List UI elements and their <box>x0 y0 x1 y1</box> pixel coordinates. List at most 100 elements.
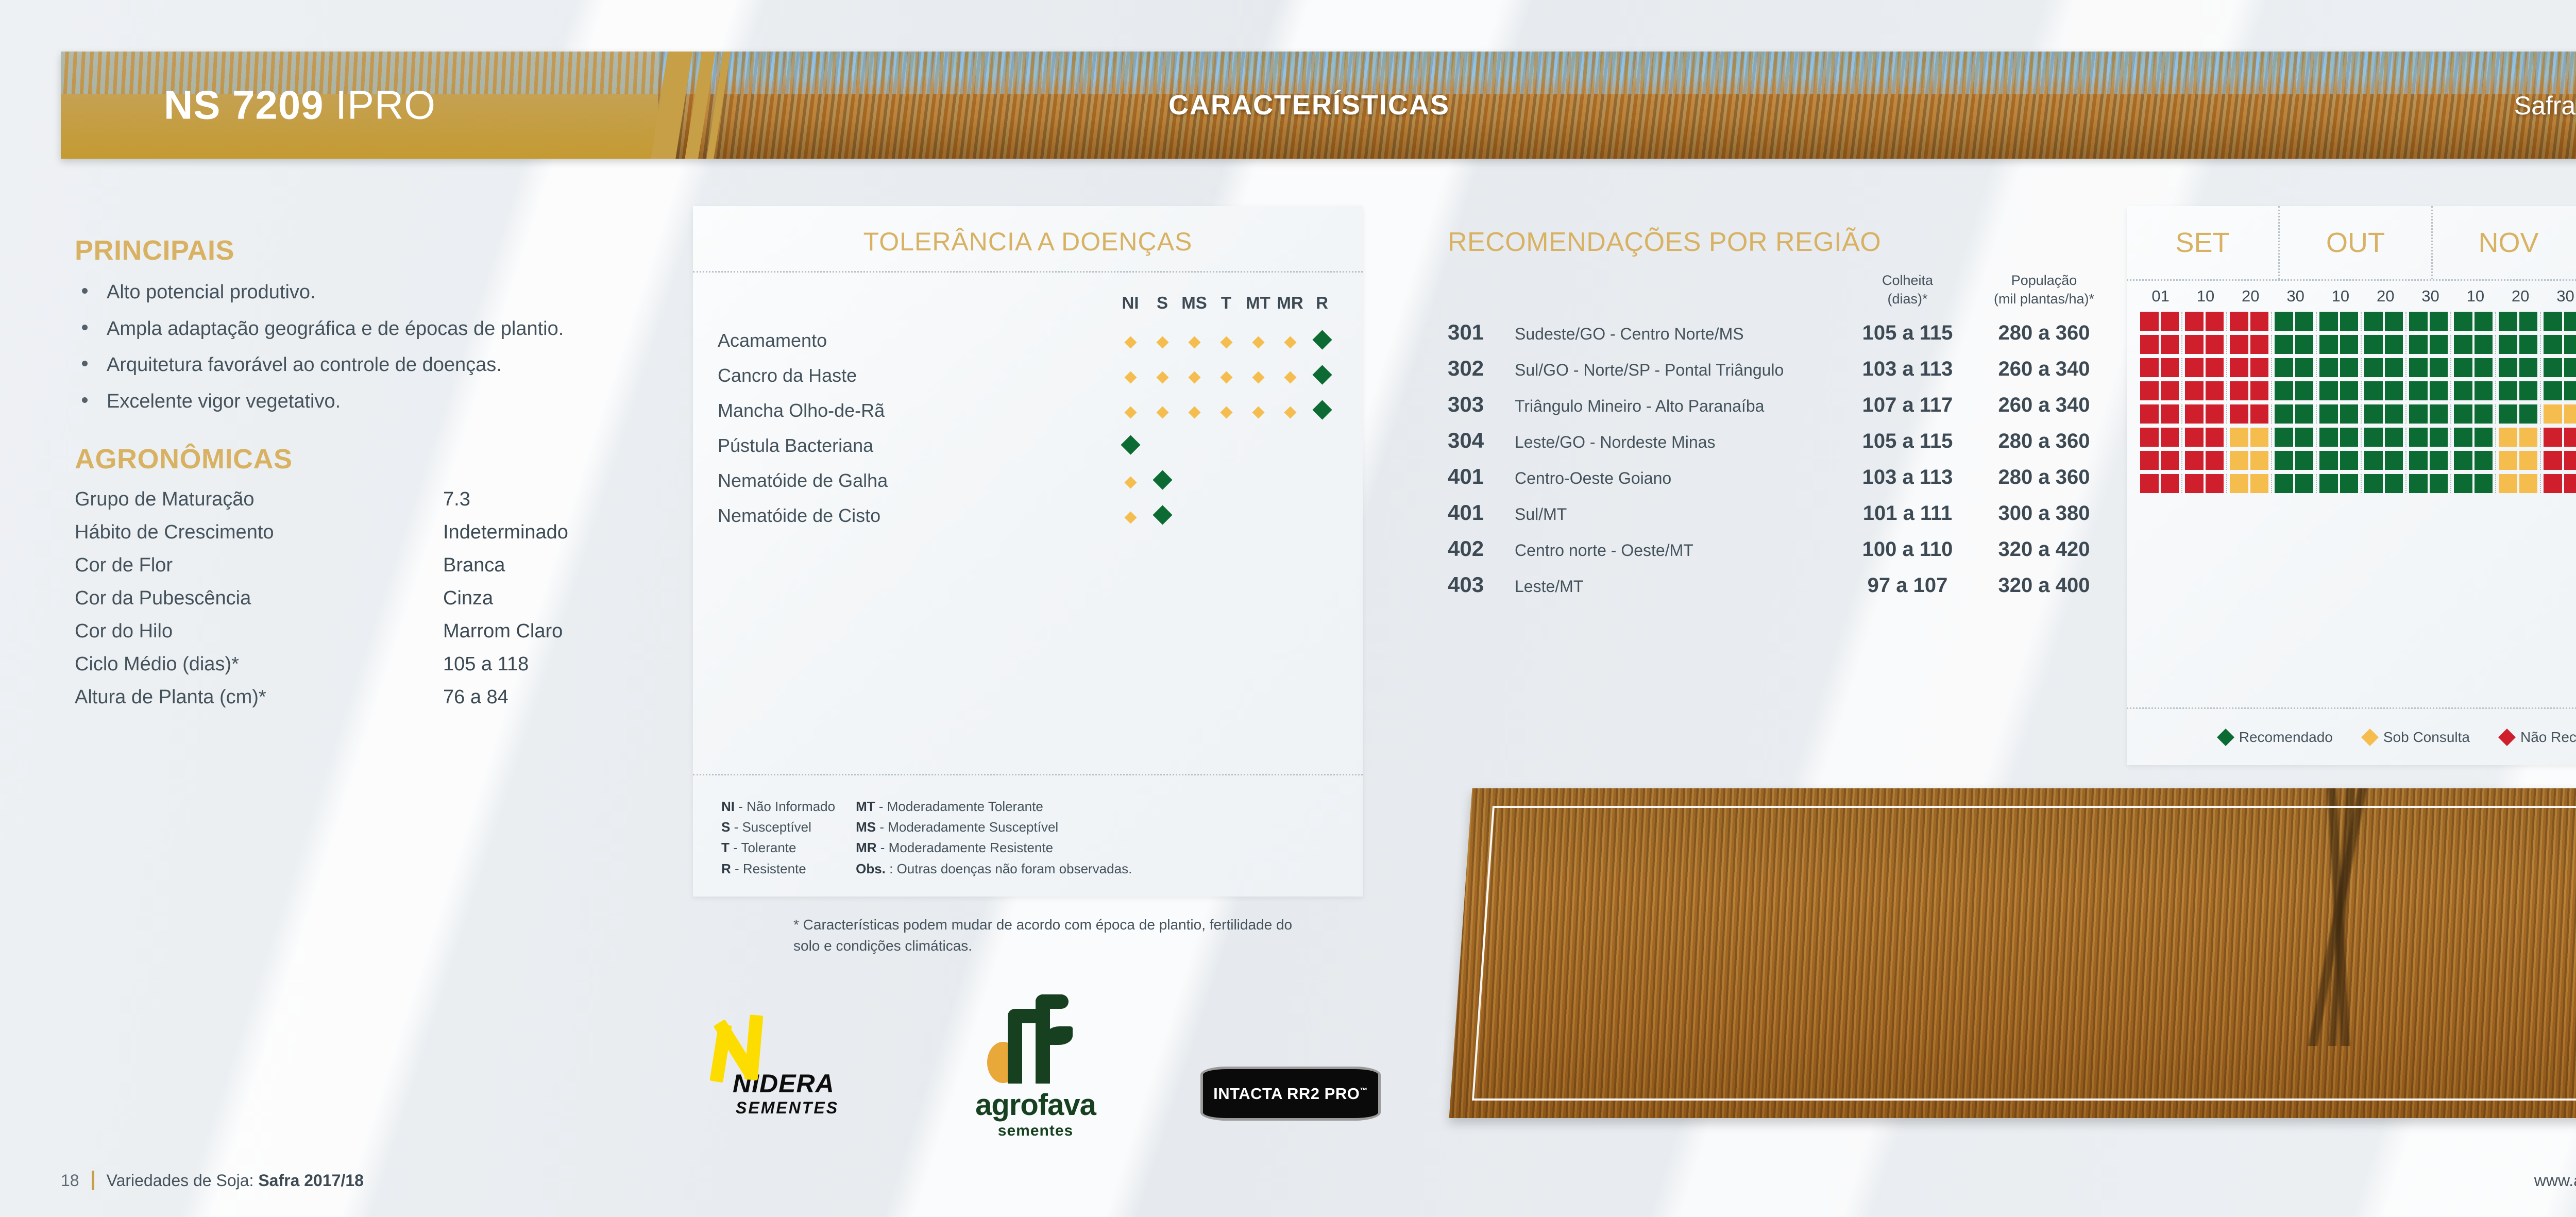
calendar-cell <box>2319 428 2338 447</box>
calendar-legend-label: Sob Consulta <box>2383 729 2470 745</box>
tolerance-cell <box>1306 358 1338 393</box>
tolerance-cell <box>1114 463 1146 498</box>
agrofava-mark-icon <box>984 994 1087 1085</box>
calendar-cell-pair <box>2140 358 2182 377</box>
agronomicas-section: AGRONÔMICAS Grupo de Maturação 7.3 Hábit… <box>75 443 662 708</box>
calendar-cell-pair <box>2499 381 2541 400</box>
calendar-cell <box>2340 335 2358 354</box>
calendar-cell <box>2250 474 2268 493</box>
calendar-cell <box>2429 381 2448 400</box>
principais-item-text: Excelente vigor vegetativo. <box>107 390 341 412</box>
diamond-marker-icon <box>1251 371 1265 384</box>
calendar-cell <box>2499 381 2517 400</box>
legend-abbr: Obs. <box>856 860 886 876</box>
region-code: 402 <box>1448 536 1484 561</box>
calendar-cell <box>2519 474 2537 493</box>
calendar-cell-pair <box>2185 358 2227 377</box>
legend-abbr: MR <box>856 840 877 856</box>
region-name: Leste/MT <box>1515 577 1584 596</box>
tolerance-cell <box>1114 498 1146 533</box>
calendar-cell <box>2519 451 2537 470</box>
calendar-cell <box>2295 381 2313 400</box>
diamond-marker-icon <box>1312 330 1332 350</box>
legend-text: - Moderadamente Resistente <box>880 840 1054 856</box>
diamond-marker-icon <box>1219 336 1233 349</box>
table-row: 301 Sudeste/GO - Centro Norte/MS 105 a 115… <box>1448 320 2112 345</box>
season-label: Safra 2017/18 <box>2514 84 2576 126</box>
calendar-day-label: 01 <box>2151 287 2170 305</box>
region-name: Triângulo Mineiro - Alto Paranaíba <box>1515 396 1765 415</box>
calendar-cell <box>2340 358 2358 377</box>
population-value: 280 a 360 <box>1998 321 2090 344</box>
agrofava-wordmark: agrofava <box>975 1088 1096 1122</box>
agro-value: Cinza <box>443 587 494 609</box>
calendar-cell-pair <box>2409 404 2451 424</box>
table-row: Cancro da Haste <box>718 358 1338 393</box>
variety-suffix: IPRO <box>335 82 436 128</box>
calendar-row <box>2140 404 2576 424</box>
tolerance-cell <box>1306 323 1338 358</box>
calendar-cell-pair <box>2454 451 2496 470</box>
calendar-row <box>2140 451 2576 470</box>
agro-value: 76 a 84 <box>443 686 509 708</box>
calendar-cell <box>2454 474 2472 493</box>
harvest-unit: (dias)* <box>1887 291 1928 307</box>
calendar-cell <box>2409 312 2428 331</box>
calendar-cell <box>2409 474 2428 493</box>
banner-photo <box>61 52 2576 159</box>
tolerance-cell <box>1242 358 1274 393</box>
calendar-cell-pair <box>2319 474 2362 493</box>
calendar-cell <box>2205 381 2224 400</box>
harvest-value: 105 a 115 <box>1862 429 1953 452</box>
calendar-cell-pair <box>2544 335 2576 354</box>
principais-title: PRINCIPAIS <box>75 235 235 266</box>
calendar-cell-pair <box>2140 474 2182 493</box>
legend-entry: T - Tolerante <box>721 837 835 858</box>
calendar-month-set: SET <box>2127 206 2280 279</box>
agro-value: Marrom Claro <box>443 620 563 642</box>
calendar-row <box>2140 474 2576 493</box>
tolerance-legend: NI - Não Informado S - Susceptível T - T… <box>693 773 1363 897</box>
calendar-cell <box>2205 335 2224 354</box>
agrofava-logo: agrofava sementes <box>927 994 1144 1140</box>
harvest-value: 103 a 113 <box>1862 465 1953 488</box>
agrofava-tagline: sementes <box>997 1122 1074 1139</box>
table-row: Mancha Olho-de-Rã <box>718 393 1338 428</box>
list-item: Alto potencial produtivo. <box>75 280 662 305</box>
calendar-cell-pair <box>2230 428 2272 447</box>
region-name: Sul/MT <box>1515 504 1567 523</box>
legend-abbr: T <box>721 840 730 856</box>
legend-entry: MT - Moderadamente Tolerante <box>856 796 1334 817</box>
agrofava-f-arm <box>1036 994 1069 1009</box>
population-value: 260 a 340 <box>1998 357 2090 380</box>
left-column: PRINCIPAIS Alto potencial produtivo. Amp… <box>75 234 662 719</box>
table-row: Nematóide de Cisto <box>718 498 1338 533</box>
calendar-cell <box>2275 312 2293 331</box>
calendar-cell-pair <box>2319 312 2362 331</box>
characteristics-footnote: * Características podem mudar de acordo … <box>793 917 1293 954</box>
calendar-cell <box>2275 428 2293 447</box>
region-name: Sudeste/GO - Centro Norte/MS <box>1515 324 1744 343</box>
calendar-day-label: 30 <box>2421 287 2439 305</box>
bullet-icon <box>82 397 88 403</box>
tolerance-cell <box>1178 428 1210 463</box>
calendar-cell <box>2364 451 2383 470</box>
list-item: Arquitetura favorável ao controle de doe… <box>75 352 662 378</box>
calendar-cell <box>2230 428 2248 447</box>
diamond-marker-icon <box>1219 371 1233 384</box>
calendar-cell <box>2295 428 2313 447</box>
calendar-cell <box>2340 451 2358 470</box>
harvest-value: 107 a 117 <box>1862 393 1953 416</box>
calendar-cell-pair <box>2499 312 2541 331</box>
calendar-cell-pair <box>2454 358 2496 377</box>
table-row: 304 Leste/GO - Nordeste Minas 105 a 115 280… <box>1448 428 2112 453</box>
tolerance-cell <box>1146 463 1178 498</box>
website-link[interactable]: www.agrofava.com.br <box>2534 1171 2576 1190</box>
recommendations-title: RECOMENDAÇÕES POR REGIÃO <box>1448 227 1882 257</box>
tolerance-cell <box>1306 428 1338 463</box>
table-row: 402 Centro norte - Oeste/MT 100 a 110 320 a… <box>1448 536 2112 561</box>
tolerance-cell <box>1210 428 1242 463</box>
table-row: Cor de Flor Branca <box>75 554 662 577</box>
bullet-icon <box>82 361 88 367</box>
table-row: Altura de Planta (cm)* 76 a 84 <box>75 686 662 708</box>
